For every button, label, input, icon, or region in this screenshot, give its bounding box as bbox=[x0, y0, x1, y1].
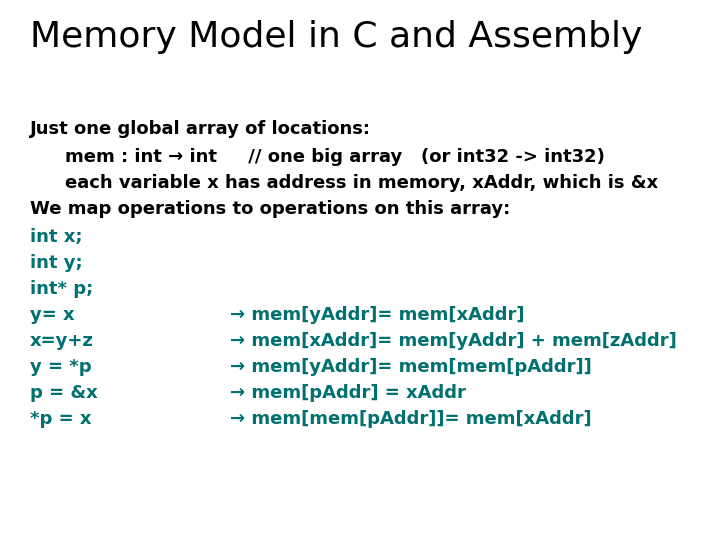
Text: → mem[yAddr]= mem[mem[pAddr]]: → mem[yAddr]= mem[mem[pAddr]] bbox=[230, 358, 592, 376]
Text: We map operations to operations on this array:: We map operations to operations on this … bbox=[30, 200, 510, 218]
Text: int y;: int y; bbox=[30, 254, 83, 272]
Text: p = &x: p = &x bbox=[30, 384, 98, 402]
Text: → mem[mem[pAddr]]= mem[xAddr]: → mem[mem[pAddr]]= mem[xAddr] bbox=[230, 410, 592, 428]
Text: each variable x has address in memory, xAddr, which is &x: each variable x has address in memory, x… bbox=[65, 174, 658, 192]
Text: int x;: int x; bbox=[30, 228, 83, 246]
Text: → mem[pAddr] = xAddr: → mem[pAddr] = xAddr bbox=[230, 384, 466, 402]
Text: mem : int → int     // one big array   (or int32 -> int32): mem : int → int // one big array (or int… bbox=[65, 148, 605, 166]
Text: y = *p: y = *p bbox=[30, 358, 91, 376]
Text: Memory Model in C and Assembly: Memory Model in C and Assembly bbox=[30, 20, 642, 54]
Text: int* p;: int* p; bbox=[30, 280, 94, 298]
Text: *p = x: *p = x bbox=[30, 410, 91, 428]
Text: Just one global array of locations:: Just one global array of locations: bbox=[30, 120, 371, 138]
Text: → mem[yAddr]= mem[xAddr]: → mem[yAddr]= mem[xAddr] bbox=[230, 306, 524, 324]
Text: x=y+z: x=y+z bbox=[30, 332, 94, 350]
Text: y= x: y= x bbox=[30, 306, 75, 324]
Text: → mem[xAddr]= mem[yAddr] + mem[zAddr]: → mem[xAddr]= mem[yAddr] + mem[zAddr] bbox=[230, 332, 677, 350]
